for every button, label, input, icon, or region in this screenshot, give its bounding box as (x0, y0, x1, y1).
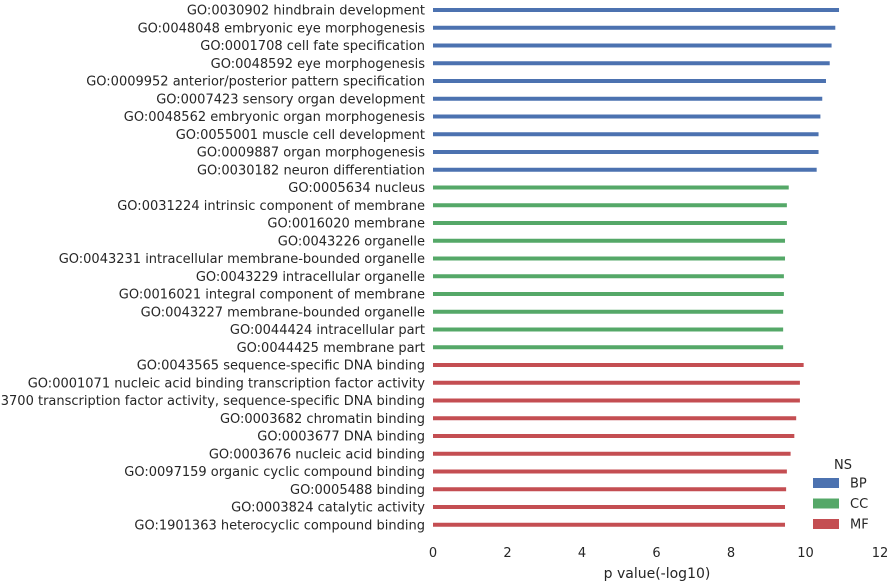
bar (433, 79, 826, 83)
bar (433, 434, 795, 438)
category-label: GO:0003700 transcription factor activity… (0, 394, 425, 409)
category-labels: GO:0030902 hindbrain development GO:00480… (0, 4, 425, 534)
category-label: GO:0007423 sensory organ development (156, 92, 425, 107)
bar (433, 327, 784, 332)
bar (433, 398, 800, 403)
legend-swatch (813, 519, 839, 529)
category-label: GO:1901363 heterocyclic compound binding (134, 518, 425, 533)
legend-entries: BP CC MF (813, 477, 869, 533)
category-label: GO:0016021 integral component of membran… (119, 288, 425, 303)
bar (433, 238, 786, 243)
bar (433, 363, 804, 367)
bar (433, 221, 787, 225)
bar (433, 61, 830, 66)
bar (433, 309, 784, 314)
x-tick-label: 6 (652, 546, 660, 561)
category-label: GO:0043227 membrane-bounded organelle (141, 305, 425, 320)
legend-label: BP (850, 477, 867, 492)
category-label: GO:0044424 intracellular part (230, 323, 425, 338)
x-tick-label: 0 (429, 546, 437, 561)
legend-label: MF (850, 518, 869, 533)
category-label: GO:0016020 membrane (267, 217, 425, 232)
category-label: GO:0003676 nucleic acid binding (209, 447, 425, 462)
category-label: GO:0009952 anterior/posterior pattern sp… (86, 75, 425, 90)
category-label: GO:0003677 DNA binding (257, 430, 425, 445)
category-label: GO:0003682 chromatin binding (220, 412, 425, 427)
x-tick-label: 8 (727, 546, 735, 561)
category-label: GO:0044425 membrane part (237, 341, 425, 356)
bar (433, 43, 832, 48)
category-label: GO:0048562 embryonic organ morphogenesis (124, 110, 425, 125)
bars-layer (433, 8, 840, 527)
category-label: GO:0055001 muscle cell development (176, 128, 425, 143)
category-label: GO:0097159 organic cyclic compound bindi… (124, 465, 425, 480)
category-label: GO:0048048 embryonic eye morphogenesis (138, 21, 426, 36)
bar (433, 114, 821, 119)
bar (433, 203, 787, 208)
x-tick-label: 12 (872, 546, 889, 561)
bar (433, 469, 787, 474)
legend: NS BP CC MF (813, 458, 869, 533)
bar (433, 256, 786, 261)
category-label: GO:0048592 eye morphogenesis (211, 57, 426, 72)
bar (433, 487, 787, 492)
bar (433, 274, 784, 279)
category-label: GO:0030902 hindbrain development (187, 4, 425, 19)
x-axis-label: p value(-log10) (604, 566, 711, 582)
bar (433, 132, 819, 137)
x-tick-label: 2 (503, 546, 511, 561)
category-label: GO:0003824 catalytic activity (231, 501, 425, 516)
category-label: GO:0001071 nucleic acid binding transcri… (28, 376, 426, 391)
bar (433, 345, 784, 350)
bar (433, 522, 786, 527)
x-tick-label: 10 (797, 546, 814, 561)
category-label: GO:0005634 nucleus (288, 181, 425, 196)
x-tick-label: 4 (578, 546, 586, 561)
category-label: GO:0001708 cell fate specification (200, 39, 425, 54)
category-label: GO:0043231 intracellular membrane-bounde… (59, 252, 425, 267)
bar (433, 505, 786, 509)
category-label: GO:0030182 neuron differentiation (197, 163, 425, 178)
category-label: GO:0031224 intrinsic component of membra… (117, 199, 425, 214)
bar (433, 150, 819, 154)
category-label: GO:0043229 intracellular organelle (196, 270, 425, 285)
category-label: GO:0005488 binding (290, 483, 425, 498)
bar (433, 96, 823, 101)
bar (433, 167, 817, 172)
legend-swatch (813, 478, 839, 488)
bar (433, 25, 836, 30)
bar (433, 451, 791, 456)
bar (433, 292, 784, 296)
category-label: GO:0043565 sequence-specific DNA binding (137, 359, 425, 374)
legend-label: CC (850, 497, 868, 512)
category-label: GO:0009887 organ morphogenesis (197, 146, 425, 161)
x-axis-ticks: 0 2 4 6 8 10 12 (429, 546, 888, 561)
category-label: GO:0043226 organelle (278, 234, 425, 249)
bar (433, 185, 789, 190)
legend-swatch (813, 498, 839, 509)
legend-title: NS (834, 458, 852, 473)
bar (433, 416, 797, 421)
bar (433, 8, 840, 12)
bar (433, 380, 800, 385)
